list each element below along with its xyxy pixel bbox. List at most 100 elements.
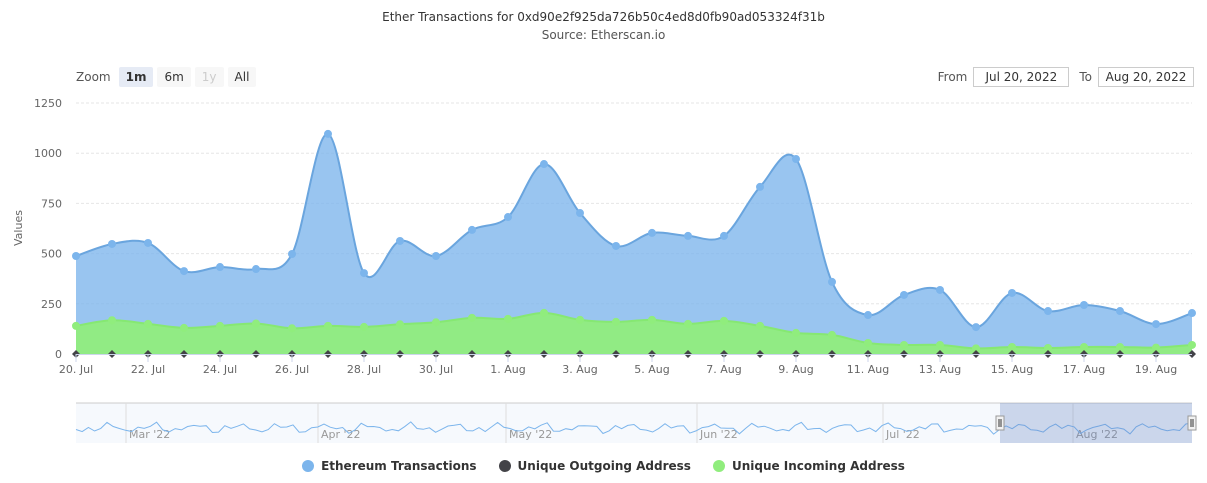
zoom-1y-button[interactable]: 1y <box>194 67 224 87</box>
data-point[interactable] <box>324 129 332 138</box>
data-point[interactable] <box>720 231 728 240</box>
zoom-6m-button[interactable]: 6m <box>157 67 191 87</box>
data-point[interactable] <box>684 231 692 240</box>
data-point[interactable] <box>828 277 836 286</box>
x-tick-label: 26. Jul <box>275 363 309 376</box>
data-point[interactable] <box>756 321 764 330</box>
chart-subtitle: Source: Etherscan.io <box>541 28 666 42</box>
legend-label: Unique Incoming Address <box>731 459 905 473</box>
navigator-label: May '22 <box>509 428 552 441</box>
data-point[interactable] <box>180 267 188 276</box>
data-point[interactable] <box>576 315 584 324</box>
data-point[interactable] <box>108 239 116 248</box>
data-point[interactable] <box>756 182 764 191</box>
x-tick-label: 7. Aug <box>706 363 741 376</box>
data-point[interactable] <box>72 321 80 330</box>
data-point[interactable] <box>792 155 800 164</box>
data-point[interactable] <box>1188 340 1196 349</box>
legend-item-unique-outgoing[interactable]: Unique Outgoing Address <box>498 459 691 473</box>
series-unique-incoming-address[interactable] <box>72 308 1196 354</box>
x-tick-label: 30. Jul <box>419 363 453 376</box>
data-point[interactable] <box>1080 342 1088 351</box>
data-point[interactable] <box>864 311 872 320</box>
legend-item-unique-incoming[interactable]: Unique Incoming Address <box>712 459 905 473</box>
x-tick-label: 17. Aug <box>1063 363 1105 376</box>
zoom-all-button[interactable]: All <box>227 67 257 87</box>
data-point[interactable] <box>936 340 944 349</box>
data-point[interactable] <box>864 338 872 347</box>
data-point[interactable] <box>396 320 404 329</box>
data-point[interactable] <box>540 160 548 169</box>
y-tick-label: 500 <box>41 248 62 261</box>
data-point[interactable] <box>972 344 980 353</box>
data-point[interactable] <box>324 321 332 330</box>
legend-label: Unique Outgoing Address <box>517 459 691 473</box>
data-point[interactable] <box>936 285 944 294</box>
data-point[interactable] <box>648 228 656 237</box>
data-point[interactable] <box>1116 307 1124 316</box>
data-point[interactable] <box>180 323 188 332</box>
data-point[interactable] <box>1008 342 1016 351</box>
navigator-handle-icon[interactable] <box>995 415 1005 431</box>
data-point[interactable] <box>1152 320 1160 329</box>
navigator-selection[interactable] <box>1000 403 1192 443</box>
data-point[interactable] <box>792 328 800 337</box>
data-point[interactable] <box>684 319 692 328</box>
data-point[interactable] <box>432 252 440 261</box>
data-point[interactable] <box>252 265 260 274</box>
navigator-handle-icon[interactable] <box>1187 415 1197 431</box>
y-tick-label: 750 <box>41 197 62 210</box>
data-point[interactable] <box>1116 342 1124 351</box>
data-point[interactable] <box>504 213 512 222</box>
data-point[interactable] <box>828 330 836 339</box>
data-point[interactable] <box>288 250 296 259</box>
data-point[interactable] <box>360 322 368 331</box>
data-point[interactable] <box>576 209 584 218</box>
from-date-input[interactable] <box>973 67 1070 87</box>
data-point[interactable] <box>900 340 908 349</box>
data-point[interactable] <box>720 316 728 325</box>
data-point[interactable] <box>432 318 440 327</box>
x-tick-label: 15. Aug <box>991 363 1033 376</box>
data-point[interactable] <box>108 316 116 325</box>
zoom-label: Zoom <box>76 70 111 84</box>
data-point[interactable] <box>216 321 224 330</box>
data-point[interactable] <box>1044 307 1052 316</box>
data-point[interactable] <box>648 315 656 324</box>
x-tick-label: 22. Jul <box>131 363 165 376</box>
data-point[interactable] <box>252 319 260 328</box>
data-point[interactable] <box>144 238 152 247</box>
data-point[interactable] <box>468 313 476 322</box>
data-point[interactable] <box>612 317 620 326</box>
navigator-label: Jul '22 <box>885 428 920 441</box>
series-ethereum-transactions[interactable] <box>72 129 1196 354</box>
to-date-input[interactable] <box>1098 67 1194 87</box>
legend-label: Ethereum Transactions <box>321 459 477 473</box>
data-point[interactable] <box>900 290 908 299</box>
data-point[interactable] <box>144 319 152 328</box>
data-point[interactable] <box>972 323 980 332</box>
data-point[interactable] <box>396 236 404 245</box>
x-tick-label: 24. Jul <box>203 363 237 376</box>
navigator-label: Aug '22 <box>1076 428 1118 441</box>
x-tick-label: 19. Aug <box>1135 363 1177 376</box>
data-point[interactable] <box>1188 309 1196 318</box>
data-point[interactable] <box>468 225 476 234</box>
data-point[interactable] <box>360 269 368 278</box>
data-point[interactable] <box>612 241 620 250</box>
data-point[interactable] <box>288 324 296 333</box>
data-point[interactable] <box>1044 343 1052 352</box>
data-point[interactable] <box>72 252 80 261</box>
x-tick-label: 3. Aug <box>562 363 597 376</box>
data-point[interactable] <box>540 308 548 317</box>
data-point[interactable] <box>216 263 224 272</box>
zoom-1m-button[interactable]: 1m <box>118 67 154 87</box>
navigator[interactable]: Mar '22 Apr '22 May '22 Jun '22 Jul '22 Aug '… <box>75 402 1197 443</box>
data-point[interactable] <box>1152 343 1160 352</box>
x-tick-label: 11. Aug <box>847 363 889 376</box>
data-point[interactable] <box>504 314 512 323</box>
data-point[interactable] <box>1080 301 1088 310</box>
data-point[interactable] <box>1008 288 1016 297</box>
legend-item-ethereum-transactions[interactable]: Ethereum Transactions <box>302 459 477 473</box>
